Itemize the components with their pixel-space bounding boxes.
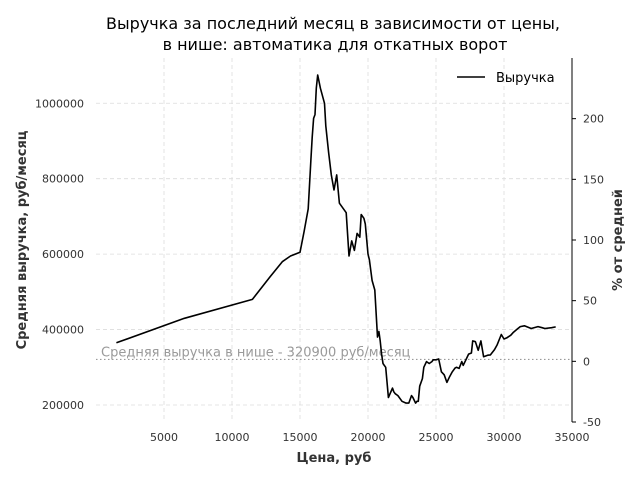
legend: Выручка [457, 71, 555, 86]
x-tick-label: 25000 [419, 431, 454, 444]
y-axis-label: Средняя выручка, руб/месяц [15, 130, 30, 349]
y-right-axis-ticks: -50 0 50 100 150 200 [572, 113, 604, 429]
y-axis-ticks: 200000 400000 600000 800000 1000000 [35, 97, 84, 412]
x-tick-label: 10000 [215, 431, 250, 444]
y-right-tick-label: 50 [583, 295, 597, 308]
x-axis-ticks: 5000 10000 15000 20000 25000 30000 35000 [150, 431, 590, 444]
y-tick-label: 1000000 [35, 97, 84, 110]
y-right-tick-label: 0 [583, 355, 590, 368]
y-right-tick-label: 200 [583, 113, 604, 126]
revenue-series-line [116, 74, 556, 404]
y-tick-label: 200000 [42, 399, 84, 412]
legend-label: Выручка [496, 71, 555, 86]
y-right-tick-label: 100 [583, 234, 604, 247]
x-tick-label: 30000 [487, 431, 522, 444]
grid-lines [96, 58, 573, 422]
y-right-tick-label: 150 [583, 173, 604, 186]
y-tick-label: 800000 [42, 173, 84, 186]
y-right-axis-label: % от средней [611, 189, 626, 291]
y-tick-label: 400000 [42, 324, 84, 337]
chart-title-line1: Выручка за последний месяц в зависимости… [106, 14, 560, 33]
x-tick-label: 15000 [283, 431, 318, 444]
x-tick-label: 20000 [351, 431, 386, 444]
x-axis-label: Цена, руб [297, 451, 372, 466]
x-tick-label: 5000 [150, 431, 178, 444]
x-tick-label: 35000 [555, 431, 590, 444]
average-revenue-annotation: Средняя выручка в нише - 320900 руб/меся… [101, 345, 411, 360]
y-tick-label: 600000 [42, 248, 84, 261]
chart-title-line2: в нише: автоматика для откатных ворот [163, 35, 508, 54]
y-right-tick-label: -50 [583, 416, 601, 429]
